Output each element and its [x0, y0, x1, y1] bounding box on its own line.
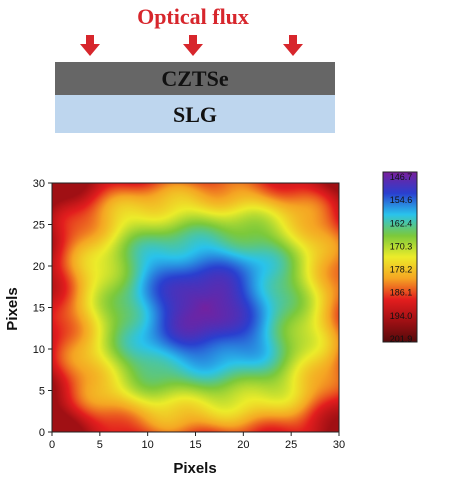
y-tick-label: 10	[33, 344, 45, 356]
y-tick-label: 5	[39, 386, 45, 398]
x-tick-label: 0	[49, 439, 55, 451]
x-tick-label: 20	[237, 439, 249, 451]
x-axis-title: Pixels	[173, 460, 216, 477]
flux-arrow-1	[80, 35, 100, 56]
y-tick-label: 30	[33, 178, 45, 190]
colorbar-labels: 146.7 154.6 162.4 170.3 178.2 186.1 194.0 201.9	[390, 172, 413, 344]
flux-arrow-2	[183, 35, 203, 56]
device-schematic: Optical flux CZTSe SLG	[55, 4, 335, 133]
x-tick-label: 5	[97, 439, 103, 451]
colorbar-label: 170.3	[390, 241, 413, 251]
x-tick-label: 15	[189, 439, 201, 451]
y-axis: 0 5 10 15 20 25 30	[33, 178, 52, 439]
heatmap-surface	[52, 183, 339, 432]
flux-arrow-3	[283, 35, 303, 56]
colorbar-label: 201.9	[390, 334, 413, 344]
colorbar-label: 162.4	[390, 218, 413, 228]
colorbar-label: 178.2	[390, 265, 413, 275]
x-tick-label: 10	[142, 439, 154, 451]
x-tick-label: 30	[333, 439, 345, 451]
colorbar: 146.7 154.6 162.4 170.3 178.2 186.1 194.0 201.9	[382, 171, 418, 344]
czts-layer-label: CZTSe	[161, 66, 228, 91]
colorbar-label: 194.0	[390, 311, 413, 321]
x-tick-label: 25	[285, 439, 297, 451]
colorbar-scale	[382, 171, 418, 343]
colorbar-label: 146.7	[390, 172, 413, 182]
colorbar-label: 154.6	[390, 195, 413, 205]
optical-flux-label: Optical flux	[137, 4, 249, 29]
y-tick-label: 15	[33, 303, 45, 315]
y-tick-label: 0	[39, 427, 45, 439]
colorbar-label: 186.1	[390, 288, 413, 298]
y-axis-title: Pixels	[4, 287, 21, 330]
y-tick-label: 25	[33, 220, 45, 232]
slg-substrate	[55, 95, 335, 133]
y-tick-label: 20	[33, 261, 45, 273]
slg-substrate-label: SLG	[173, 102, 217, 127]
x-axis: 0 5 10 15 20 25 30	[49, 432, 345, 451]
flux-arrows	[80, 35, 303, 56]
czts-layer	[55, 62, 335, 95]
